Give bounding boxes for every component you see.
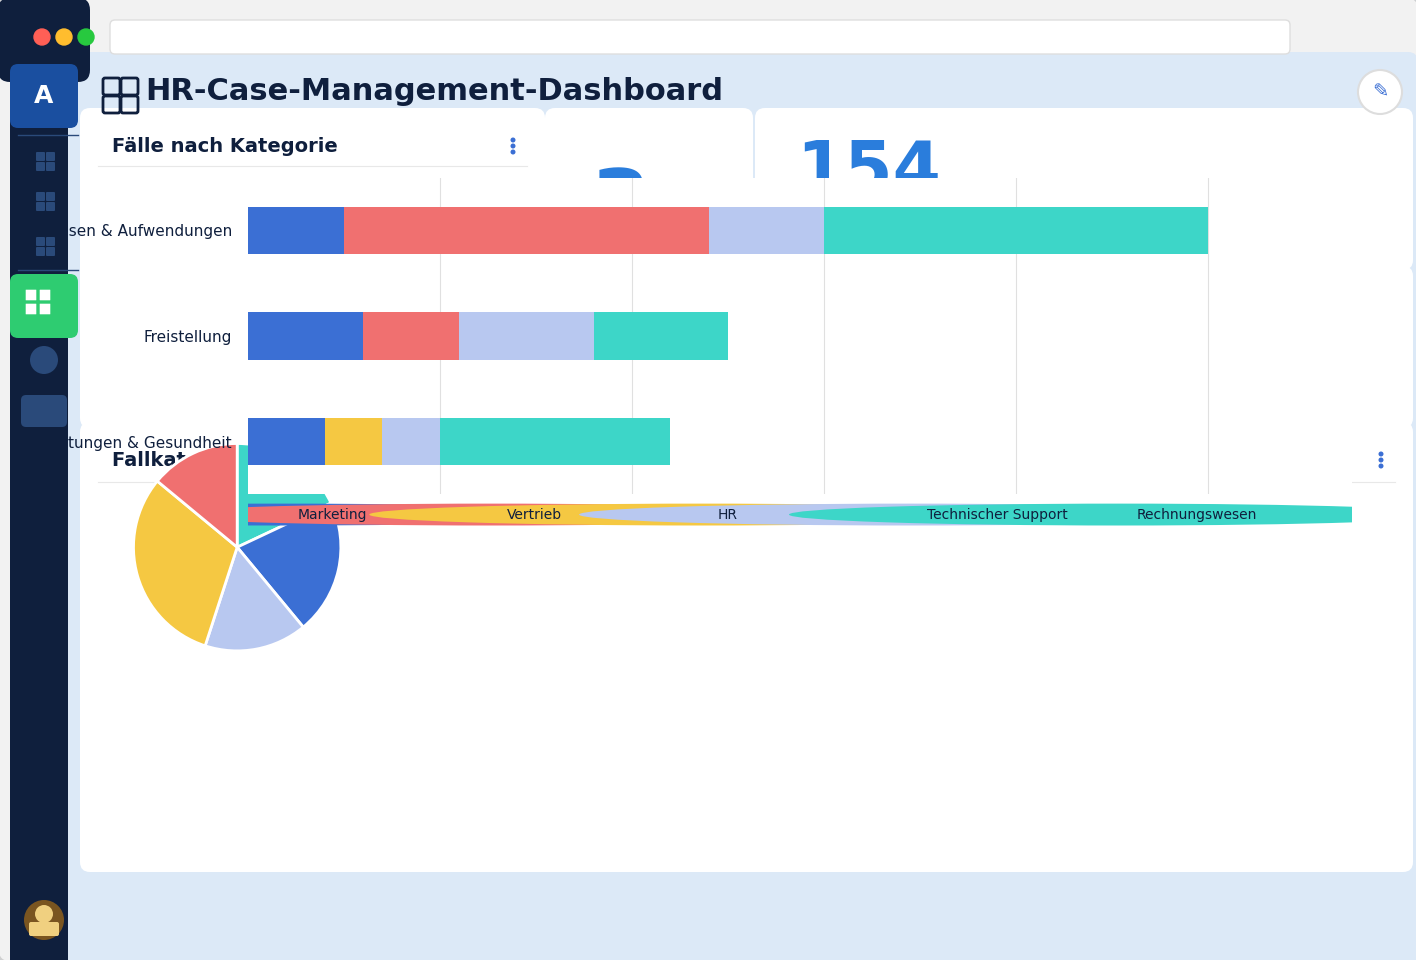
Text: 154: 154 [796,138,940,205]
Bar [459,312,593,360]
Text: A: A [34,84,54,108]
Text: Freistellung: 21%: Freistellung: 21% [275,233,382,247]
FancyBboxPatch shape [10,64,78,128]
FancyBboxPatch shape [25,290,37,300]
Text: Durchschnittliche: Durchschnittliche [590,278,731,294]
Bar [248,312,362,360]
FancyBboxPatch shape [110,20,1290,54]
Circle shape [256,192,269,204]
FancyBboxPatch shape [25,303,37,314]
FancyBboxPatch shape [79,108,545,428]
Bar [362,312,459,360]
Text: Abschluss (Tage): Abschluss (Tage) [590,323,725,338]
Wedge shape [205,547,303,651]
FancyBboxPatch shape [68,52,1416,960]
Text: Marketing: Marketing [297,508,367,521]
Bar [248,418,324,466]
Circle shape [1358,70,1402,114]
FancyBboxPatch shape [45,237,55,246]
Bar [248,206,344,254]
FancyBboxPatch shape [10,274,78,338]
Bar [10,40,1406,65]
FancyBboxPatch shape [21,395,67,427]
FancyBboxPatch shape [35,237,45,246]
FancyBboxPatch shape [545,108,753,428]
FancyBboxPatch shape [45,152,55,161]
FancyBboxPatch shape [0,0,91,82]
Circle shape [511,150,515,155]
Bar [709,206,824,254]
Bar [440,418,670,466]
FancyBboxPatch shape [79,422,1413,872]
FancyBboxPatch shape [40,303,51,314]
Text: Karriere: 14%: Karriere: 14% [275,359,360,372]
Bar [758,126,765,252]
Text: HR: HR [718,508,738,521]
Circle shape [0,504,612,525]
FancyBboxPatch shape [28,922,59,936]
Bar [758,284,765,410]
Wedge shape [133,481,238,646]
FancyBboxPatch shape [35,152,45,161]
Circle shape [35,905,52,923]
Text: Gehaltsabrechnung: 31%: Gehaltsabrechnung: 31% [275,318,433,330]
Text: 96%: 96% [796,297,963,364]
Circle shape [1379,451,1383,457]
FancyBboxPatch shape [755,108,1413,270]
Text: Vertrieb: Vertrieb [507,508,562,521]
Bar [10,62,78,960]
Bar [324,418,382,466]
Text: ✎: ✎ [1372,83,1388,102]
Circle shape [1379,458,1383,463]
Circle shape [256,276,269,288]
Text: Rechnungswesen: Rechnungswesen [1137,508,1257,521]
Bar [344,206,709,254]
Text: Zufriedenheit: Zufriedenheit [796,376,899,392]
FancyBboxPatch shape [35,162,45,171]
FancyBboxPatch shape [45,247,55,256]
FancyBboxPatch shape [40,290,51,300]
Text: Leistungen & Gesundheit: 16%: Leistungen & Gesundheit: 16% [275,276,469,289]
Circle shape [511,137,515,142]
FancyBboxPatch shape [45,192,55,201]
Text: HR-Case-Management-Dashboard: HR-Case-Management-Dashboard [144,78,724,107]
FancyBboxPatch shape [45,202,55,211]
Text: Reisen & Aufwendungen: 18%: Reisen & Aufwendungen: 18% [275,191,463,204]
Text: Technischer Support: Technischer Support [927,508,1068,521]
Circle shape [24,900,64,940]
Circle shape [511,143,515,149]
FancyBboxPatch shape [35,192,45,201]
Circle shape [789,504,1416,525]
Circle shape [256,234,269,246]
Circle shape [256,360,269,372]
Wedge shape [238,503,341,627]
Circle shape [78,29,93,45]
Text: Fälle nach Kategorie: Fälle nach Kategorie [112,136,338,156]
Circle shape [256,318,269,330]
Text: In diesem Monat erstellte Fälle: In diesem Monat erstellte Fälle [796,219,1031,233]
Circle shape [160,504,823,525]
Bar [593,312,728,360]
Circle shape [1379,464,1383,468]
Text: Fallkategorie nach Abteilung: Fallkategorie nach Abteilung [112,450,429,469]
Bar [824,206,1208,254]
Bar [548,126,555,410]
Circle shape [579,504,1242,525]
Circle shape [370,504,1032,525]
Wedge shape [157,444,238,547]
Circle shape [57,29,72,45]
Text: 3: 3 [590,166,650,250]
Bar [382,418,440,466]
Wedge shape [236,444,331,547]
FancyBboxPatch shape [0,0,1416,77]
FancyBboxPatch shape [755,266,1413,428]
Text: Zeit bis zum: Zeit bis zum [590,300,690,316]
Circle shape [30,346,58,374]
Text: < >: < > [200,31,225,43]
Circle shape [34,29,50,45]
FancyBboxPatch shape [45,162,55,171]
FancyBboxPatch shape [35,247,45,256]
FancyBboxPatch shape [35,202,45,211]
